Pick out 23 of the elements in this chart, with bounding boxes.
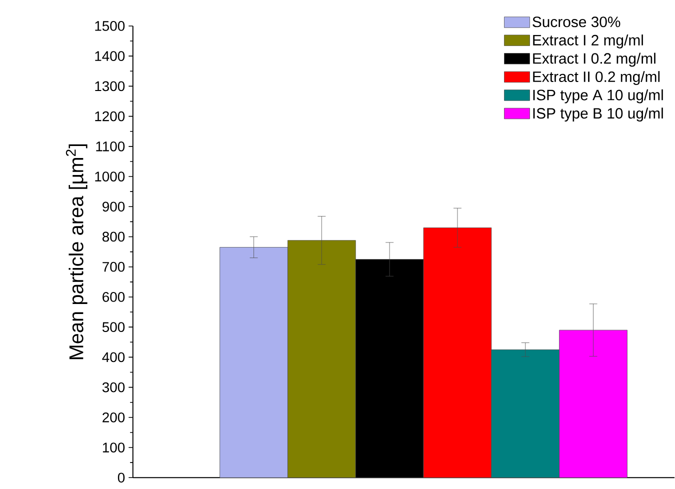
y-tick-label: 1500 — [95, 21, 125, 32]
y-tick-label: 0 — [118, 472, 125, 483]
legend-label: Sucrose 30% — [532, 16, 620, 28]
y-tick-label: 100 — [102, 442, 125, 453]
legend-label: ISP type B 10 ug/ml — [533, 108, 663, 122]
y-tick-label: 900 — [102, 202, 125, 212]
y-tick-label: 200 — [102, 412, 125, 422]
legend-label: Extract I 2 mg/ml — [533, 34, 643, 49]
y-tick-label: 1100 — [96, 142, 125, 152]
y-tick-label: 500 — [102, 322, 125, 332]
y-tick-label: 600 — [102, 292, 125, 302]
legend-label: Extract II 0.2 mg/ml — [533, 71, 660, 86]
y-tick-label: 300 — [102, 382, 125, 392]
y-tick-label: 1300 — [95, 81, 125, 92]
y-tick-label: 1200 — [95, 112, 125, 122]
y-tick-label: 1400 — [95, 51, 125, 62]
legend-label: Extract I 0.2 mg/ml — [533, 52, 656, 67]
y-tick-label: 700 — [102, 262, 125, 272]
y-tick-label: 1000 — [95, 172, 125, 182]
y-tick-label: 800 — [102, 232, 125, 242]
y-tick-label: 400 — [102, 352, 125, 362]
legend-label: ISP type A 10 ug/ml — [533, 90, 663, 104]
y-axis-title: Mean particle area [µm$^{2}$] — [66, 144, 88, 360]
